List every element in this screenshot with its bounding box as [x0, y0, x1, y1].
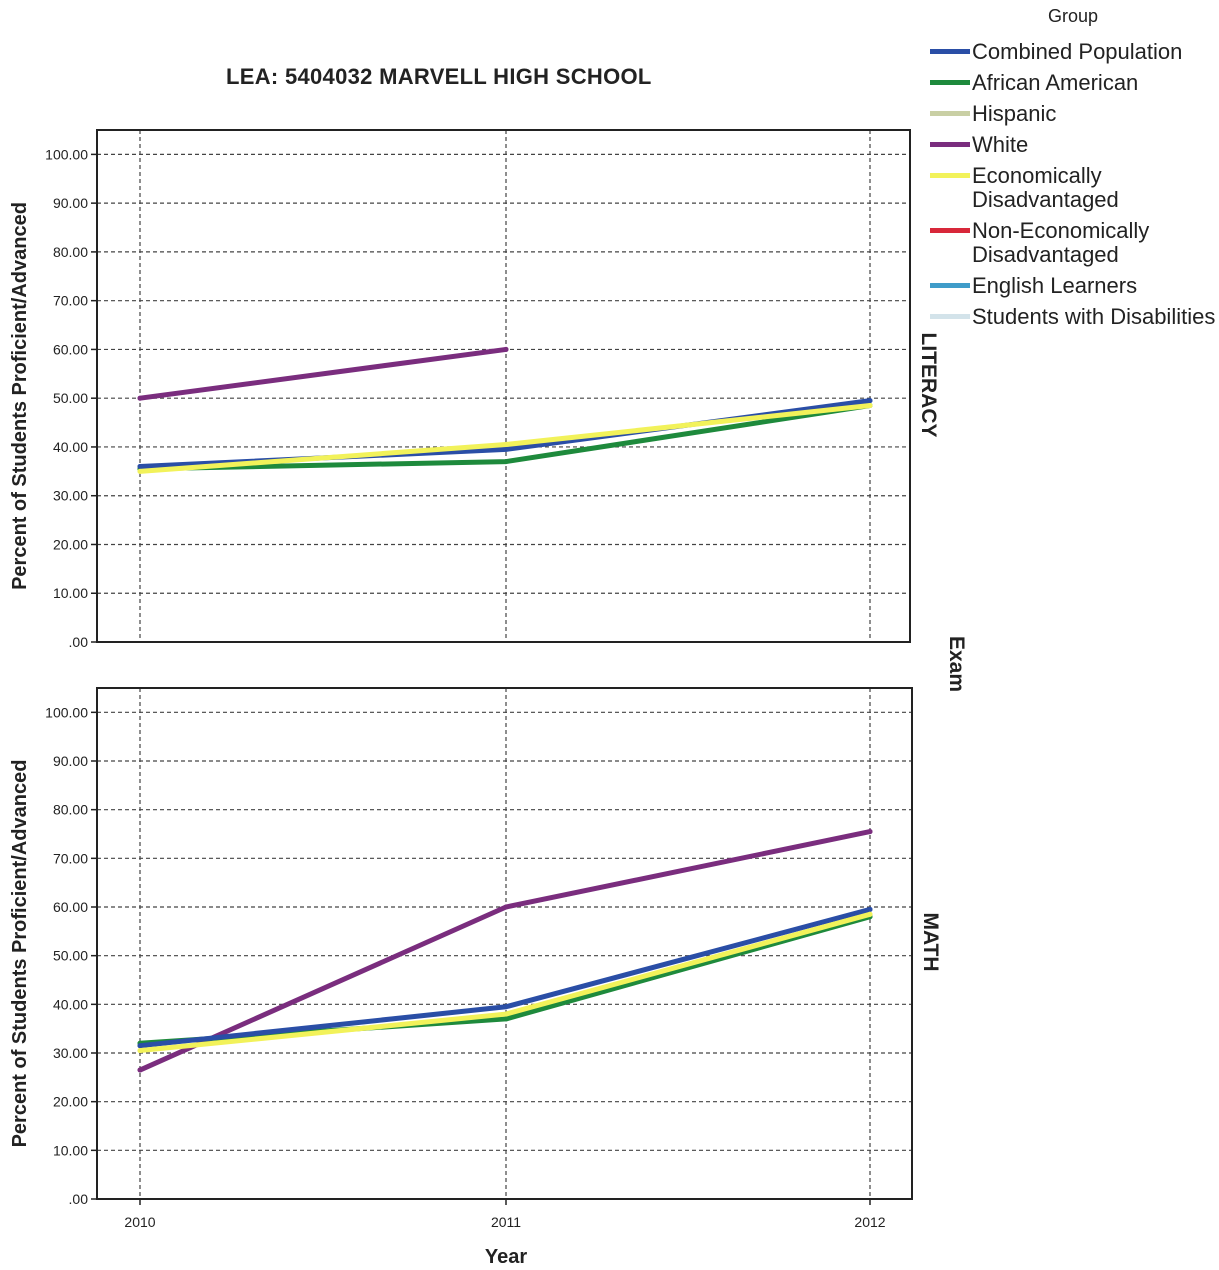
literacy-y-tick-label: 50.00 [53, 390, 88, 406]
math-y-tick-label: 70.00 [53, 850, 88, 866]
legend: Combined Population African American Hispa… [928, 40, 1218, 329]
legend-swatch [930, 283, 970, 288]
x-tick-label: 2011 [491, 1214, 521, 1230]
x-axis-label: Year [485, 1246, 527, 1268]
legend-label: Economically Disadvantaged [972, 163, 1119, 212]
legend-label: English Learners [972, 273, 1138, 298]
y-axis-label: Percent of Students Proficient/Advanced [9, 202, 31, 590]
literacy-data-point-economically-disadvantaged [867, 403, 873, 409]
math-y-tick-label: 60.00 [53, 899, 88, 915]
legend-label: Hispanic [972, 101, 1057, 126]
legend-swatch [930, 49, 970, 54]
literacy-panel-frame [96, 129, 911, 643]
x-tick-label: 2012 [854, 1214, 885, 1230]
math-series-line-economically-disadvantaged [137, 911, 873, 1054]
math-y-tick-label: 100.00 [45, 704, 88, 720]
legend-item-hispanic: Hispanic [928, 102, 1218, 126]
math-series-line-african-american [137, 914, 873, 1046]
facet-variable-label: Exam [945, 636, 968, 692]
math-y-tick-label: 20.00 [53, 1094, 88, 1110]
math-data-point-combined-population [503, 1004, 509, 1010]
legend-item-students-with-disabilities: Students with Disabilities [928, 305, 1218, 329]
facet-label-literacy: LITERACY [917, 333, 940, 438]
legend-label: Non-Economically Disadvantaged [972, 218, 1150, 267]
math-data-point-economically-disadvantaged [137, 1048, 143, 1054]
literacy-data-point-combined-population [137, 463, 143, 469]
legend-item-combined-population: Combined Population [928, 40, 1218, 64]
legend-title: Group [1048, 6, 1099, 26]
literacy-y-tick-label: 60.00 [53, 341, 88, 357]
literacy-data-point-african-american [503, 459, 509, 465]
legend-label: African American [972, 70, 1139, 95]
literacy-data-point-white [503, 346, 509, 352]
legend-swatch [930, 314, 970, 319]
literacy-series-line-combined-population [137, 398, 873, 469]
legend-swatch [930, 228, 970, 233]
literacy-y-tick-label: 70.00 [53, 293, 88, 309]
legend-item-white: White [928, 133, 1218, 157]
y-axis-label: Percent of Students Proficient/Advanced [9, 760, 31, 1148]
math-y-tick-label: 80.00 [53, 802, 88, 818]
math-data-point-white [137, 1067, 143, 1073]
literacy-data-point-economically-disadvantaged [503, 442, 509, 448]
math-data-point-white [867, 829, 873, 835]
literacy-y-tick-label: 90.00 [53, 195, 88, 211]
literacy-data-point-combined-population [867, 398, 873, 404]
math-panel-frame [96, 687, 913, 1200]
literacy-y-tick-label: 100.00 [45, 146, 88, 162]
literacy-data-point-white [137, 395, 143, 401]
math-y-tick-label: 40.00 [53, 996, 88, 1012]
chart-title: LEA: 5404032 MARVELL HIGH SCHOOL [226, 64, 652, 89]
literacy-y-tick-label: 40.00 [53, 439, 88, 455]
math-data-point-combined-population [867, 906, 873, 912]
literacy-y-tick-label: .00 [69, 634, 89, 650]
legend-label: White [972, 132, 1029, 157]
math-y-tick-label: 10.00 [53, 1142, 88, 1158]
legend-label: Combined Population [972, 39, 1183, 64]
math-data-point-african-american [503, 1016, 509, 1022]
math-y-tick-label: 30.00 [53, 1045, 88, 1061]
math-data-point-economically-disadvantaged [503, 1011, 509, 1017]
legend-swatch [930, 111, 970, 116]
legend-item-african-american: African American [928, 71, 1218, 95]
legend-item-english-learners: English Learners [928, 274, 1218, 298]
legend-item-non-economically-disadvantaged: Non-Economically Disadvantaged [928, 219, 1218, 267]
legend-swatch [930, 80, 970, 85]
literacy-y-tick-label: 80.00 [53, 244, 88, 260]
math-y-tick-label: 90.00 [53, 753, 88, 769]
legend-label: Students with Disabilities [972, 304, 1216, 329]
literacy-series-line-white [137, 346, 509, 401]
math-y-tick-label: .00 [69, 1191, 89, 1207]
literacy-data-point-economically-disadvantaged [137, 468, 143, 474]
math-data-point-combined-population [137, 1043, 143, 1049]
literacy-y-tick-label: 20.00 [53, 536, 88, 552]
math-data-point-white [503, 904, 509, 910]
math-data-point-economically-disadvantaged [867, 911, 873, 917]
x-tick-label: 2010 [124, 1214, 155, 1230]
legend-item-economically-disadvantaged: Economically Disadvantaged [928, 164, 1218, 212]
legend-swatch [930, 142, 970, 147]
math-y-tick-label: 50.00 [53, 948, 88, 964]
literacy-data-point-combined-population [503, 446, 509, 452]
facet-label-math: MATH [919, 912, 942, 971]
legend-swatch [930, 173, 970, 178]
math-series-line-combined-population [137, 906, 873, 1049]
literacy-y-tick-label: 10.00 [53, 585, 88, 601]
literacy-y-tick-label: 30.00 [53, 488, 88, 504]
